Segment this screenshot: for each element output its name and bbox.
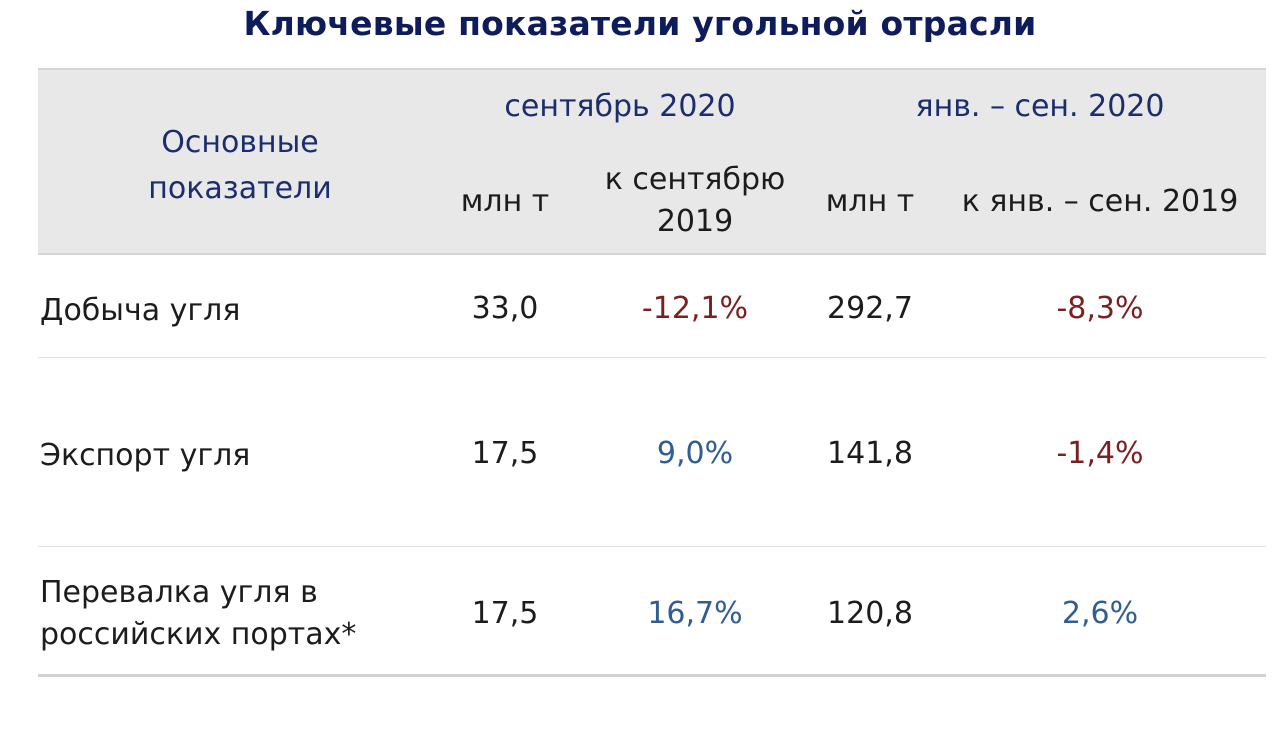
row-divider	[38, 357, 1266, 358]
row-label-line2: российских портах*	[40, 617, 357, 652]
row-ytd-change: 2,6%	[1061, 596, 1139, 631]
row-ytd-change: -8,3%	[1056, 291, 1144, 326]
row-sep-change: 9,0%	[656, 436, 734, 471]
row-sep-value: 33,0	[471, 291, 539, 326]
row-label-line1: Перевалка угля в	[40, 575, 318, 610]
row-ytd-value: 141,8	[827, 436, 913, 471]
row-ytd-change: -1,4%	[1056, 436, 1144, 471]
row-sep-change: -12,1%	[641, 291, 749, 326]
page-title: Ключевые показатели угольной отрасли	[243, 4, 1037, 43]
table-bottom-border	[38, 674, 1266, 677]
header-row-label-line2: показатели	[148, 171, 332, 206]
row-sep-value: 17,5	[471, 436, 539, 471]
row-label: Добыча угля	[40, 293, 241, 328]
header-sep-unit: млн т	[460, 184, 550, 219]
row-ytd-value: 120,8	[827, 596, 913, 631]
header-group-september: сентябрь 2020	[504, 89, 736, 124]
table-top-border	[38, 68, 1266, 70]
header-row-label-line1: Основные	[161, 125, 319, 160]
row-sep-value: 17,5	[471, 596, 539, 631]
header-sep-change-line2: 2019	[656, 204, 734, 239]
header-group-ytd: янв. – сен. 2020	[915, 89, 1165, 124]
header-ytd-change: к янв. – сен. 2019	[961, 184, 1239, 219]
row-sep-change: 16,7%	[647, 596, 743, 631]
header-sep-change-line1: к сентябрю	[604, 162, 786, 197]
header-ytd-unit: млн т	[825, 184, 915, 219]
row-ytd-value: 292,7	[827, 291, 913, 326]
header-divider	[38, 253, 1266, 255]
table-header	[38, 70, 1266, 254]
row-label: Экспорт угля	[40, 438, 251, 473]
row-divider	[38, 546, 1266, 547]
